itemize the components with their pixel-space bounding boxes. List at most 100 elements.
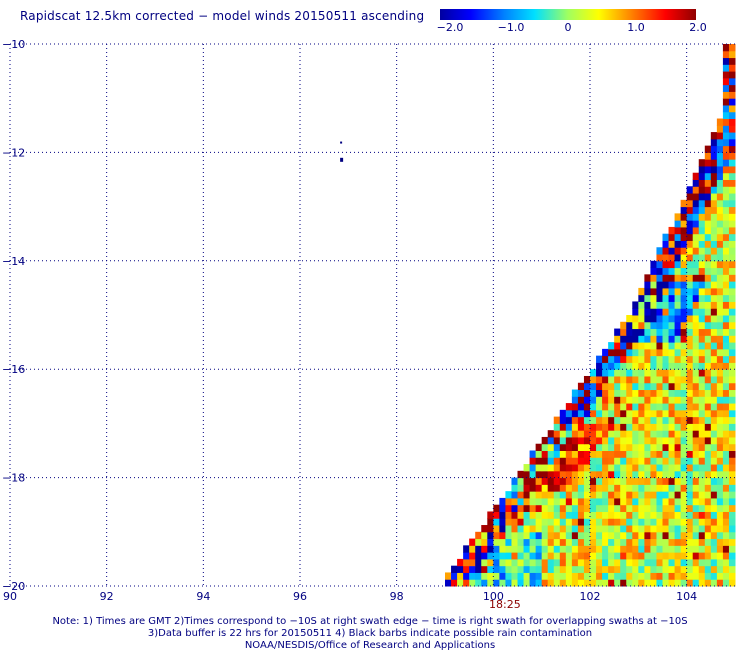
wind-cell (656, 403, 663, 411)
wind-cell (674, 260, 682, 269)
wind-cell (571, 409, 579, 418)
wind-cell (662, 254, 670, 262)
wind-cell (523, 545, 531, 553)
wind-cell (553, 457, 561, 465)
wind-cell (656, 450, 663, 458)
wind-cell (692, 491, 700, 499)
wind-cell (722, 525, 730, 533)
wind-cell (728, 565, 736, 573)
wind-cell (608, 403, 615, 411)
wind-cell (662, 389, 670, 397)
wind-cell (680, 348, 688, 357)
wind-cell (614, 342, 621, 350)
wind-cell (710, 348, 718, 357)
wind-cell (686, 315, 694, 323)
wind-cell (553, 464, 561, 472)
wind-cell (728, 233, 736, 241)
wind-cell (710, 315, 718, 323)
wind-cell (686, 301, 694, 309)
wind-cell (674, 294, 682, 302)
wind-cell (716, 226, 724, 235)
wind-cell (668, 260, 676, 269)
wind-cell (722, 375, 730, 384)
wind-cell (626, 497, 633, 506)
wind-cell (463, 579, 470, 587)
wind-cell (692, 226, 700, 235)
wind-cell (716, 579, 724, 587)
wind-cell (686, 362, 694, 370)
wind-cell (680, 457, 688, 465)
wind-cell (704, 301, 712, 309)
wind-cell (692, 281, 700, 289)
wind-cell (716, 355, 724, 363)
wind-cell (722, 118, 730, 126)
wind-cell (475, 552, 482, 560)
wind-cell (698, 287, 706, 296)
wind-cell (596, 443, 603, 451)
wind-cell (728, 206, 736, 214)
wind-cell (680, 477, 688, 485)
wind-cell (565, 430, 573, 438)
wind-cell (620, 443, 627, 451)
wind-cell (614, 396, 621, 404)
wind-cell (692, 348, 700, 357)
wind-cell (716, 281, 724, 289)
wind-cell (716, 369, 724, 377)
wind-cell (644, 565, 651, 573)
wind-cell (535, 450, 543, 458)
wind-cell (662, 315, 670, 323)
wind-cell (728, 477, 736, 485)
wind-cell (722, 538, 730, 546)
wind-cell (686, 450, 694, 458)
wind-cell (656, 375, 663, 384)
wind-cell (565, 497, 573, 506)
wind-cell (710, 342, 718, 350)
wind-cell (716, 165, 724, 174)
wind-cell (577, 518, 585, 526)
wind-cell (728, 430, 736, 438)
wind-cell (626, 342, 633, 350)
wind-cell (704, 525, 712, 533)
wind-cell (475, 531, 482, 540)
wind-cell (632, 552, 639, 560)
wind-cell (523, 558, 531, 567)
wind-cell (686, 213, 694, 221)
wind-cell (722, 179, 730, 187)
wind-cell (620, 342, 627, 350)
wind-cell (650, 504, 657, 512)
wind-cell (457, 558, 464, 567)
wind-cell (529, 511, 537, 519)
wind-cell (638, 457, 645, 465)
wind-cell (716, 159, 724, 167)
wind-cell (650, 281, 657, 289)
wind-cell (493, 545, 500, 553)
wind-cell (680, 226, 688, 235)
wind-cell (704, 233, 712, 241)
wind-cell (686, 294, 694, 302)
wind-cell (505, 572, 512, 580)
wind-cell (529, 497, 537, 506)
wind-cell (698, 179, 706, 187)
wind-cell (620, 497, 627, 506)
wind-cell (565, 538, 573, 546)
wind-cell (553, 525, 561, 533)
wind-cell (529, 491, 537, 499)
wind-cell (529, 477, 537, 485)
wind-cell (571, 450, 579, 458)
wind-cell (644, 545, 651, 553)
wind-cell (481, 558, 488, 567)
wind-cell (638, 511, 645, 519)
wind-cell (565, 511, 573, 519)
wind-cell (559, 572, 567, 580)
wind-cell (571, 572, 579, 580)
wind-cell (517, 484, 525, 492)
wind-cell (668, 464, 676, 472)
wind-cell (662, 572, 670, 580)
wind-cell (583, 497, 591, 506)
wind-cell (674, 247, 682, 255)
wind-cell (722, 281, 730, 289)
wind-cell (602, 403, 609, 411)
wind-cell (541, 491, 549, 499)
wind-cell (644, 558, 651, 567)
wind-cell (722, 274, 730, 282)
